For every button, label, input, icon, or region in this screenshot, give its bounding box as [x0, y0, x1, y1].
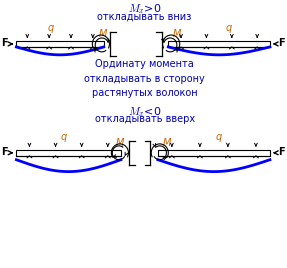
Text: q: q — [226, 23, 232, 33]
Text: F: F — [1, 147, 8, 157]
Text: откладывать вниз: откладывать вниз — [97, 11, 192, 21]
Text: M: M — [173, 29, 181, 39]
Text: F: F — [278, 147, 285, 157]
Text: $M_x$<0: $M_x$<0 — [128, 105, 161, 119]
Text: F: F — [1, 38, 8, 48]
Text: откладывать вверх: откладывать вверх — [94, 114, 195, 124]
Text: q: q — [216, 132, 222, 142]
Text: $M_x$>0: $M_x$>0 — [128, 2, 161, 16]
Bar — [168, 41, 270, 47]
Text: q: q — [61, 132, 67, 142]
Text: M: M — [163, 138, 171, 148]
Bar — [16, 41, 104, 47]
Text: F: F — [278, 38, 285, 48]
Text: M: M — [99, 29, 107, 39]
Bar — [158, 150, 270, 156]
Bar — [16, 150, 121, 156]
Text: Ординату момента
откладывать в сторону
растянутых волокон: Ординату момента откладывать в сторону р… — [84, 59, 205, 98]
Text: M: M — [116, 138, 125, 148]
Text: q: q — [47, 23, 54, 33]
